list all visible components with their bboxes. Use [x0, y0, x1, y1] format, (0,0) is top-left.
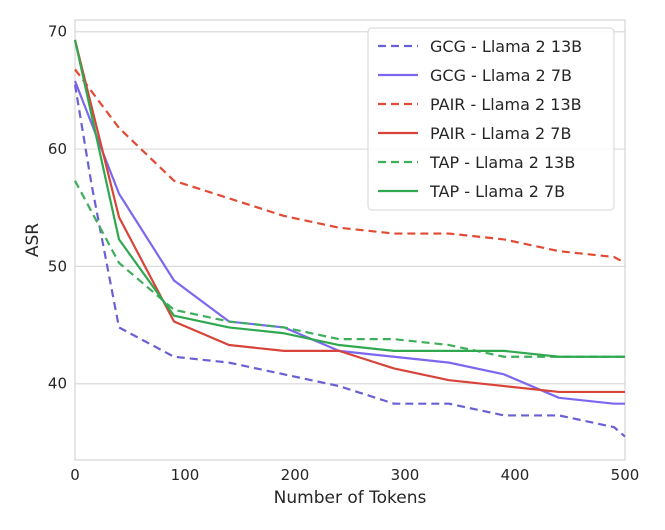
- series-lines: [73, 39, 626, 438]
- plot-frame: [74, 19, 626, 461]
- legend-label: TAP - Llama 2 7B: [429, 182, 565, 201]
- y-tick-label: 70: [48, 23, 67, 41]
- x-tick-label: 200: [281, 466, 310, 484]
- series-line: [73, 39, 625, 358]
- x-tick-label: 300: [391, 466, 420, 484]
- x-tick-labels: 0 100 200 300 400 500: [70, 466, 639, 484]
- legend-items: GCG - Llama 2 13B GCG - Llama 2 7B PAIR - …: [378, 37, 582, 201]
- legend-box: [367, 27, 615, 211]
- x-tick-label: 500: [611, 466, 640, 484]
- legend-label: PAIR - Llama 2 7B: [430, 124, 571, 143]
- series-line: [73, 80, 625, 405]
- y-tick-label: 60: [48, 140, 67, 158]
- x-tick-label: 100: [171, 466, 200, 484]
- legend-label: PAIR - Llama 2 13B: [430, 95, 582, 114]
- y-axis-label: ASR: [23, 223, 43, 257]
- legend: GCG - Llama 2 13B GCG - Llama 2 7B PAIR - …: [367, 27, 615, 211]
- x-axis-label: Number of Tokens: [274, 488, 427, 508]
- y-tick-label: 50: [48, 257, 67, 275]
- y-tick-label: 40: [48, 375, 67, 393]
- legend-label: TAP - Llama 2 13B: [429, 153, 575, 172]
- y-tick-labels: 40 50 60 70: [48, 23, 67, 393]
- x-tick-label: 400: [501, 466, 530, 484]
- series-line: [74, 68, 626, 264]
- x-tick-label: 0: [70, 466, 80, 484]
- legend-label: GCG - Llama 2 7B: [430, 66, 572, 85]
- legend-label: GCG - Llama 2 13B: [430, 37, 582, 56]
